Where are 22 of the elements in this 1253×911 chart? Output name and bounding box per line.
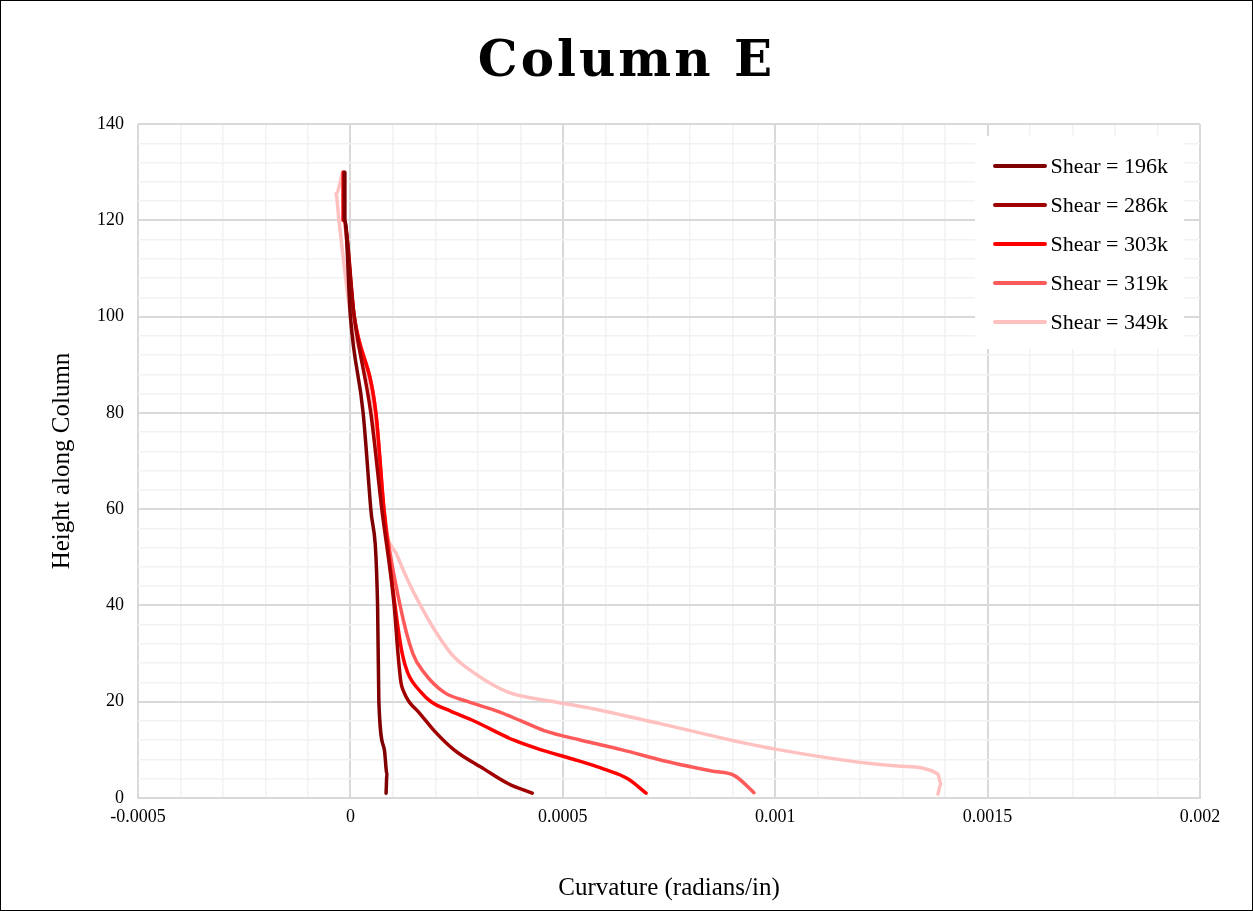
x-axis-title: Curvature (radians/in) [557,873,781,901]
y-tick-label: 100 [97,305,124,326]
x-tick-label: 0.001 [754,805,796,826]
x-tick-label: 0 [345,805,355,826]
x-tick-label: -0.0005 [110,805,166,826]
x-tick-label: 0.002 [1179,805,1221,826]
y-tick-label: 0 [115,786,124,807]
y-tick-label: 120 [97,209,124,230]
legend-label: Shear = 196k [1050,152,1168,179]
y-tick-label: 20 [106,690,124,711]
chart-title: Column E [476,29,777,88]
y-tick-label: 80 [106,401,124,422]
legend-label: Shear = 303k [1050,230,1168,257]
y-axis-title: Height along Column [47,352,75,570]
legend-label: Shear = 349k [1050,308,1168,335]
y-tick-label: 140 [97,112,124,133]
y-tick-label: 40 [106,594,124,615]
x-tick-label: 0.0005 [538,805,588,826]
legend-label: Shear = 286k [1050,191,1168,218]
legend-label: Shear = 319k [1050,269,1168,296]
y-tick-label: 60 [106,497,124,518]
x-tick-label: 0.0015 [962,805,1013,826]
